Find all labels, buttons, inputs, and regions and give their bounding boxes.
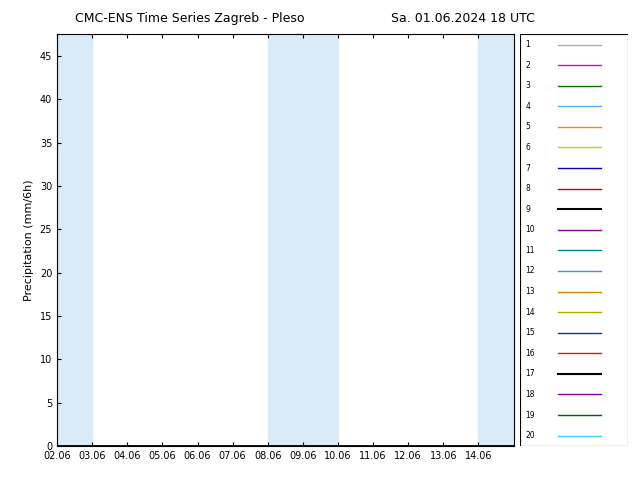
Text: 18: 18 [525, 390, 534, 399]
Text: 10: 10 [525, 225, 535, 234]
Y-axis label: Precipitation (mm/6h): Precipitation (mm/6h) [24, 179, 34, 301]
Bar [268, 34, 338, 446]
Text: 7: 7 [525, 164, 530, 172]
Text: 3: 3 [525, 81, 530, 90]
Text: Sa. 01.06.2024 18 UTC: Sa. 01.06.2024 18 UTC [391, 12, 534, 25]
Text: 13: 13 [525, 287, 535, 296]
Text: CMC-ENS Time Series Zagreb - Pleso: CMC-ENS Time Series Zagreb - Pleso [75, 12, 305, 25]
Text: 2: 2 [525, 61, 530, 70]
Text: 8: 8 [525, 184, 530, 193]
Text: 17: 17 [525, 369, 535, 378]
Text: 11: 11 [525, 246, 534, 255]
Bar [57, 34, 92, 446]
Bar [479, 34, 514, 446]
Text: 5: 5 [525, 122, 530, 131]
Text: 4: 4 [525, 102, 530, 111]
Text: 6: 6 [525, 143, 530, 152]
Text: 15: 15 [525, 328, 535, 337]
Text: 20: 20 [525, 431, 535, 440]
Text: 14: 14 [525, 308, 535, 317]
Text: 1: 1 [525, 40, 530, 49]
Text: 9: 9 [525, 205, 530, 214]
Text: 12: 12 [525, 267, 534, 275]
Text: 19: 19 [525, 411, 535, 419]
Text: 16: 16 [525, 349, 535, 358]
